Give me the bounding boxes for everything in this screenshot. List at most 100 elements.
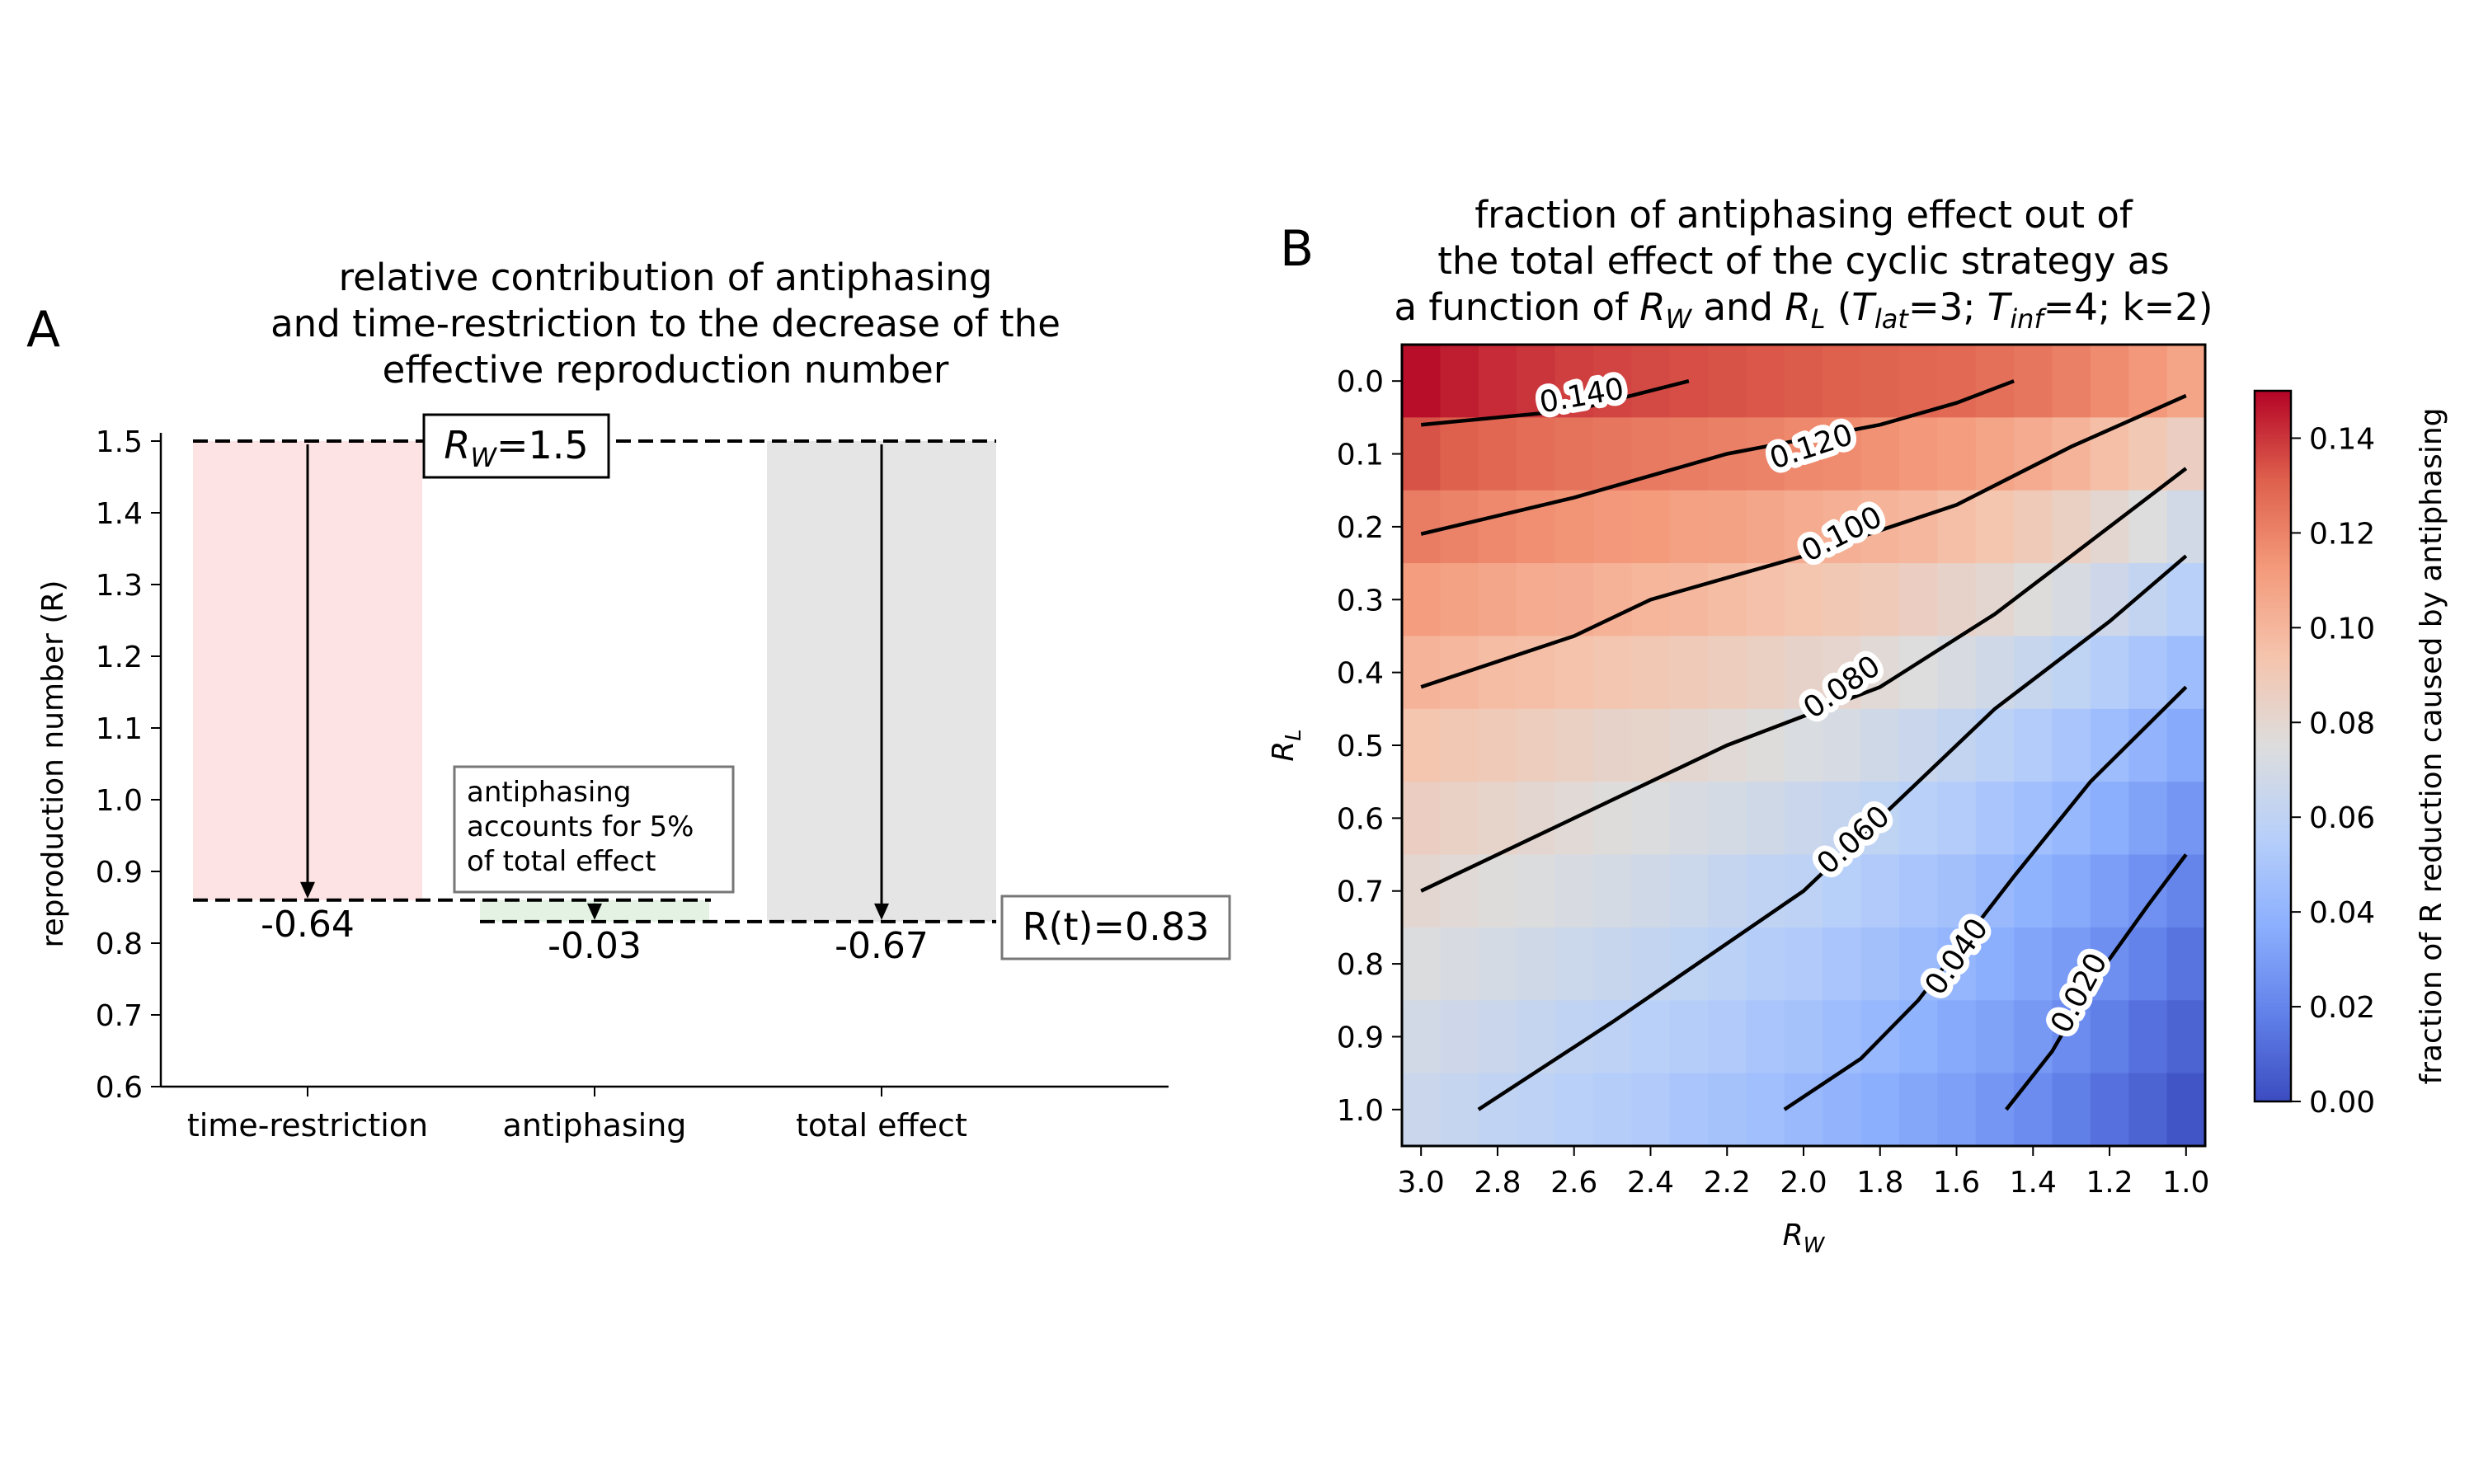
heatmap-cell — [1592, 708, 1632, 782]
heatmap-cell — [2090, 636, 2129, 710]
heatmap-cell — [1937, 854, 1977, 928]
contour-line — [2005, 853, 2188, 1111]
heatmap-cell — [2014, 1073, 2053, 1147]
x-tick-label: 2.2 — [1704, 1166, 1751, 1200]
heatmap-cell — [2052, 345, 2091, 418]
heatmap-cell — [1592, 854, 1632, 928]
heatmap-cell — [1708, 490, 1747, 564]
heatmap-cell — [1669, 345, 1709, 418]
heatmap-cell — [1592, 1073, 1632, 1147]
heatmap-cell — [1592, 417, 1632, 491]
heatmap-cell — [1823, 490, 1862, 564]
arrow-head — [874, 903, 889, 920]
heatmap-cell — [2166, 708, 2206, 782]
panel-b-title-line: a function of RW and RL (Tlat=3; Tinf=4;… — [1395, 285, 2213, 335]
heatmap-cell — [1669, 636, 1709, 710]
heatmap-cell — [1784, 782, 1823, 856]
panel-b-title-line: fraction of antiphasing effect out of — [1475, 193, 2133, 237]
heatmap-cell — [1937, 1000, 1977, 1074]
heatmap-cell — [1937, 1073, 1977, 1147]
colorbar-tick-label: 0.08 — [2309, 707, 2375, 740]
heatmap-cell — [2052, 927, 2091, 1001]
heatmap-cell — [1402, 1073, 1441, 1147]
colorbar-tick-label: 0.04 — [2309, 896, 2375, 930]
heatmap-cell — [1708, 345, 1747, 418]
heatmap-cell — [1746, 782, 1785, 856]
heatmap-cell — [1402, 708, 1441, 782]
colorbar-tick-label: 0.10 — [2309, 612, 2375, 646]
y-tick-label: 1.2 — [96, 641, 143, 674]
heatmap-cell — [2128, 490, 2168, 564]
delta-label: -0.67 — [835, 925, 929, 967]
heatmap-cell — [1937, 417, 1977, 491]
x-tick-label: 3.0 — [1398, 1166, 1445, 1200]
heatmap-cell — [1554, 563, 1594, 637]
x-tick-label: 2.4 — [1627, 1166, 1674, 1200]
heatmap-cell — [1860, 708, 1900, 782]
y-tick-label: 0.7 — [96, 999, 143, 1033]
heatmap-cell — [2014, 927, 2053, 1001]
heatmap-cell — [1898, 1073, 1938, 1147]
heatmap-cell — [2166, 563, 2206, 637]
heatmap-cell — [2014, 708, 2053, 782]
heatmap-cell — [1517, 708, 1556, 782]
y-tick-label: 0.2 — [1337, 511, 1384, 545]
y-tick-label: 0.6 — [96, 1071, 143, 1105]
heatmap-cell — [2128, 1073, 2168, 1147]
y-tick-label: 0.8 — [1337, 948, 1384, 982]
heatmap-cell — [1517, 345, 1556, 418]
heatmap-cell — [2090, 345, 2129, 418]
heatmap-cell — [2014, 1000, 2053, 1074]
heatmap-cell — [1517, 563, 1556, 637]
colorbar-tick-label: 0.14 — [2309, 422, 2375, 456]
heatmap-cell — [1823, 708, 1862, 782]
heatmap-cell — [1478, 1000, 1517, 1074]
heatmap-cell — [2090, 708, 2129, 782]
panel-a-waterfall-chart: relative contribution of antiphasingand … — [36, 256, 1231, 1144]
heatmap-cell — [1554, 854, 1594, 928]
heatmap-cell — [1478, 636, 1517, 710]
heatmap-cell — [1517, 927, 1556, 1001]
heatmap-cell — [2128, 636, 2168, 710]
y-tick-label: 0.9 — [1337, 1021, 1384, 1054]
heatmap-cell — [1478, 563, 1517, 637]
y-tick-label: 0.8 — [96, 928, 143, 961]
heatmap-cell — [1746, 1000, 1785, 1074]
x-tick-label: 2.6 — [1550, 1166, 1597, 1200]
annotation-line: of total effect — [467, 845, 656, 878]
heatmap-cell — [2014, 345, 2053, 418]
heatmap-cell — [2166, 1000, 2206, 1074]
rt-label-box — [1000, 895, 1231, 960]
heatmap-cell — [1554, 927, 1594, 1001]
heatmap-cell — [1478, 417, 1517, 491]
heatmap-cell — [2090, 854, 2129, 928]
x-tick-label: 1.2 — [2086, 1166, 2133, 1200]
colorbar-tick-label: 0.06 — [2309, 801, 2375, 835]
contour-line — [1420, 379, 2015, 536]
heatmap-cell — [1669, 927, 1709, 1001]
heatmap-cell — [1937, 782, 1977, 856]
y-tick-label: 0.1 — [1337, 439, 1384, 472]
heatmap-cell — [1898, 563, 1938, 637]
heatmap-cell — [1708, 927, 1747, 1001]
rw-label: RW=1.5 — [444, 423, 588, 473]
panel-a-title-line: relative contribution of antiphasing — [339, 256, 993, 299]
heatmap-cell — [2128, 1000, 2168, 1074]
heatmap-cell — [1975, 345, 2015, 418]
y-axis-label: RL — [1267, 729, 1306, 762]
annotation-box — [453, 765, 735, 894]
colorbar-label: fraction of R reduction caused by antiph… — [2415, 408, 2448, 1085]
heatmap-cell — [1592, 345, 1632, 418]
x-tick-label: 2.8 — [1474, 1166, 1521, 1200]
heatmap-cell — [2014, 854, 2053, 928]
heatmap-cell — [1898, 927, 1938, 1001]
heatmap-cell — [1440, 345, 1479, 418]
y-tick-label: 1.1 — [96, 712, 143, 746]
y-tick-label: 0.0 — [1337, 365, 1384, 399]
heatmap-cell — [1898, 490, 1938, 564]
heatmap-cell — [1669, 854, 1709, 928]
heatmap-cell — [1517, 490, 1556, 564]
y-tick-label: 1.0 — [96, 784, 143, 818]
heatmap-cell — [1784, 417, 1823, 491]
arrow-head — [300, 881, 315, 899]
